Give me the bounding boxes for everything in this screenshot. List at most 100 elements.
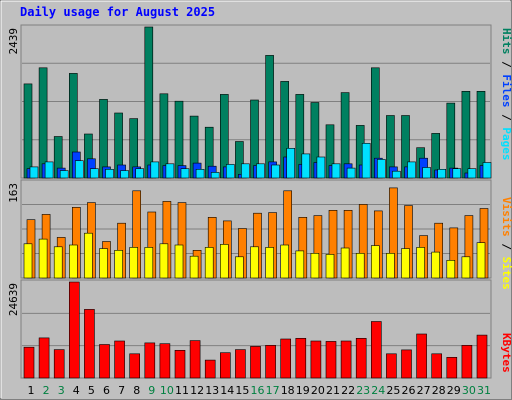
bar-kbytes-day-2: [38, 337, 50, 379]
bar-hits-day-30: [461, 91, 471, 179]
legend-item-kbytes: KBytes: [500, 333, 512, 373]
legend-visits-sites: Visits / Sites: [500, 197, 512, 290]
x-tick-label-day-3: 3: [58, 384, 65, 397]
x-tick-label-day-25: 25: [386, 384, 400, 397]
bar-pages-day-20: [316, 156, 326, 179]
bar-hits-day-1: [23, 83, 33, 179]
x-tick-label-day-5: 5: [88, 384, 95, 397]
legend-hits-files-pages: Hits / Files / Pages: [500, 28, 512, 161]
bar-pages-day-21: [331, 163, 341, 179]
bar-kbytes-day-13: [204, 359, 216, 379]
bar-pages-day-24: [376, 159, 386, 179]
bar-pages-day-9: [150, 161, 160, 179]
bar-sites-day-3: [53, 246, 63, 279]
bar-pages-day-1: [29, 166, 39, 179]
x-tick-label-day-1: 1: [28, 384, 35, 397]
bar-kbytes-day-30: [461, 344, 473, 379]
x-tick-label-day-10: 10: [160, 384, 174, 397]
bar-kbytes-day-26: [401, 349, 412, 379]
bar-pages-day-17: [271, 164, 280, 179]
bar-pages-day-27: [422, 167, 431, 179]
bar-kbytes-day-28: [431, 353, 443, 379]
bar-sites-day-29: [446, 259, 456, 279]
bar-pages-day-18: [286, 148, 296, 179]
x-tick-label-day-16: 16: [251, 384, 265, 397]
bar-kbytes-day-18: [280, 338, 292, 379]
bar-pages-day-16: [256, 163, 265, 179]
bar-sites-day-15: [235, 256, 244, 279]
x-tick-label-day-31: 31: [477, 384, 491, 397]
bar-kbytes-day-14: [220, 352, 231, 379]
bar-kbytes-day-29: [446, 356, 458, 379]
bar-sites-day-12: [189, 255, 199, 279]
bar-pages-day-2: [44, 161, 54, 179]
x-tick-label-day-4: 4: [73, 384, 80, 397]
x-tick-label-day-21: 21: [326, 384, 340, 397]
legend-kbytes: KBytes: [500, 333, 512, 373]
x-tick-label-day-14: 14: [220, 384, 234, 397]
panel-kbytes: 24639 KBytes: [7, 279, 512, 379]
bar-kbytes-day-17: [265, 344, 276, 379]
x-tick-label-day-27: 27: [417, 384, 431, 397]
legend-item-visits: Visits: [500, 197, 512, 237]
bar-sites-day-6: [99, 248, 108, 279]
bar-kbytes-day-21: [325, 341, 337, 379]
x-tick-label-day-7: 7: [118, 384, 125, 397]
x-tick-label-day-18: 18: [281, 384, 295, 397]
chart-title: Daily usage for August 2025: [20, 5, 215, 19]
bar-kbytes-day-5: [84, 309, 95, 379]
bar-sites-day-13: [204, 247, 214, 279]
bar-pages-day-29: [452, 168, 462, 179]
x-tick-label-day-11: 11: [175, 384, 189, 397]
x-tick-label-day-12: 12: [190, 384, 204, 397]
bar-sites-day-28: [431, 251, 441, 279]
bar-sites-day-8: [129, 247, 138, 279]
bar-sites-day-17: [265, 247, 274, 279]
bar-pages-day-4: [75, 160, 84, 179]
bar-kbytes-day-3: [53, 349, 65, 379]
bar-pages-day-15: [241, 163, 250, 179]
bar-kbytes-day-25: [386, 353, 397, 379]
bar-sites-day-21: [325, 254, 335, 279]
bar-hits-day-9: [144, 26, 154, 179]
x-tick-label-day-26: 26: [402, 384, 416, 397]
bar-kbytes-day-19: [295, 337, 307, 379]
bar-sites-day-19: [295, 250, 305, 279]
bar-hits-day-17: [265, 55, 274, 179]
bar-sites-day-1: [23, 243, 33, 279]
bar-pages-day-26: [407, 161, 416, 179]
x-tick-label-day-30: 30: [462, 384, 476, 397]
bar-pages-day-23: [361, 143, 371, 179]
bar-sites-day-2: [38, 238, 48, 279]
bar-pages-day-28: [437, 169, 447, 179]
bar-sites-day-26: [401, 248, 410, 279]
bar-sites-day-18: [280, 244, 290, 279]
bar-kbytes-day-24: [370, 321, 382, 379]
bar-sites-day-10: [159, 243, 169, 279]
bar-kbytes-day-10: [159, 343, 171, 379]
panel-kbytes-ymax: 24639: [7, 283, 20, 316]
legend-item-sites: Sites: [500, 257, 512, 290]
x-tick-label-day-24: 24: [371, 384, 385, 397]
bar-sites-day-22: [340, 247, 350, 279]
bar-sites-day-16: [250, 246, 259, 279]
bar-pages-day-3: [59, 170, 69, 179]
legend-slash: /: [500, 108, 512, 128]
legend-item-pages: Pages: [500, 127, 512, 160]
bar-hits-day-2: [38, 67, 48, 179]
bar-sites-day-31: [476, 242, 486, 279]
panel-kbytes-bars: [23, 281, 488, 379]
legend-item-hits: Hits: [500, 28, 512, 55]
bar-kbytes-day-23: [355, 337, 367, 379]
bar-pages-day-10: [165, 163, 175, 179]
bar-kbytes-day-1: [23, 346, 35, 379]
bar-kbytes-day-15: [235, 349, 246, 379]
x-tick-label-day-13: 13: [205, 384, 219, 397]
panel-hits-bars: [23, 26, 492, 179]
bar-sites-day-24: [370, 245, 380, 279]
bar-sites-day-25: [386, 253, 395, 279]
bar-pages-day-11: [180, 168, 190, 179]
bar-kbytes-day-20: [310, 340, 322, 379]
bar-sites-day-9: [144, 247, 154, 279]
legend-slash: /: [500, 237, 512, 257]
